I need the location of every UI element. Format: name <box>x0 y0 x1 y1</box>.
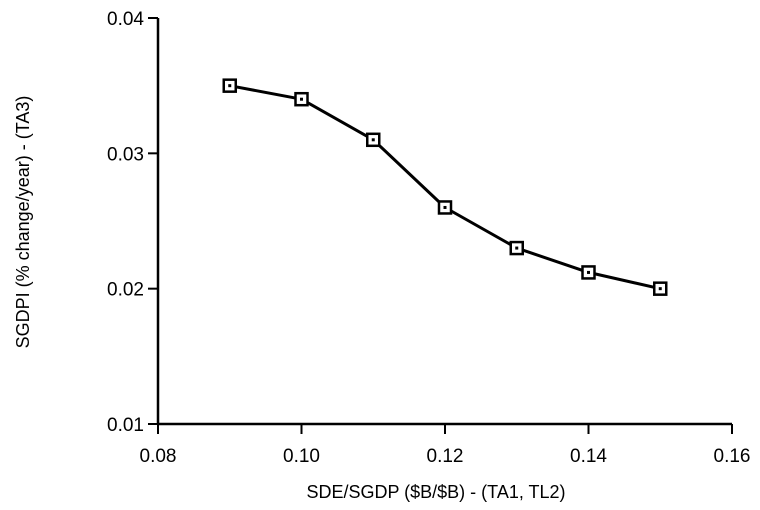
data-point <box>222 78 237 93</box>
x-tick-label: 0.12 <box>427 446 464 467</box>
y-axis-title: SGDPI (% change/year) - (TA3) <box>13 96 33 349</box>
data-point-center <box>658 287 662 291</box>
data-point-center <box>300 97 303 101</box>
data-point-center <box>228 84 232 88</box>
data-point <box>366 132 381 148</box>
series-layer <box>222 78 668 296</box>
series-line <box>229 84 661 291</box>
x-axis-title: SDE/SGDP ($B/$B) - (TA1, TL2) <box>306 482 565 502</box>
ticks: 0.08 0.10 0.12 0.14 0.16 0.01 0.02 0.03 0.04 <box>107 9 750 467</box>
x-tick-label: 0.10 <box>283 446 320 467</box>
y-tick-label: 0.01 <box>107 415 144 436</box>
x-tick-label: 0.08 <box>140 446 177 467</box>
x-tick-label: 0.16 <box>714 446 751 467</box>
data-point-center <box>515 246 519 250</box>
data-point-center <box>443 205 447 209</box>
data-point <box>581 265 596 280</box>
data-point <box>509 240 524 256</box>
x-tick-label: 0.14 <box>570 446 607 467</box>
axes <box>156 18 732 426</box>
data-point-center <box>371 138 375 142</box>
y-tick-label: 0.04 <box>107 9 144 30</box>
data-point-center <box>587 270 590 274</box>
data-point <box>294 91 309 107</box>
data-point <box>653 281 668 296</box>
data-point <box>437 200 453 215</box>
y-tick-label: 0.03 <box>107 144 144 165</box>
y-tick-label: 0.02 <box>107 280 144 301</box>
